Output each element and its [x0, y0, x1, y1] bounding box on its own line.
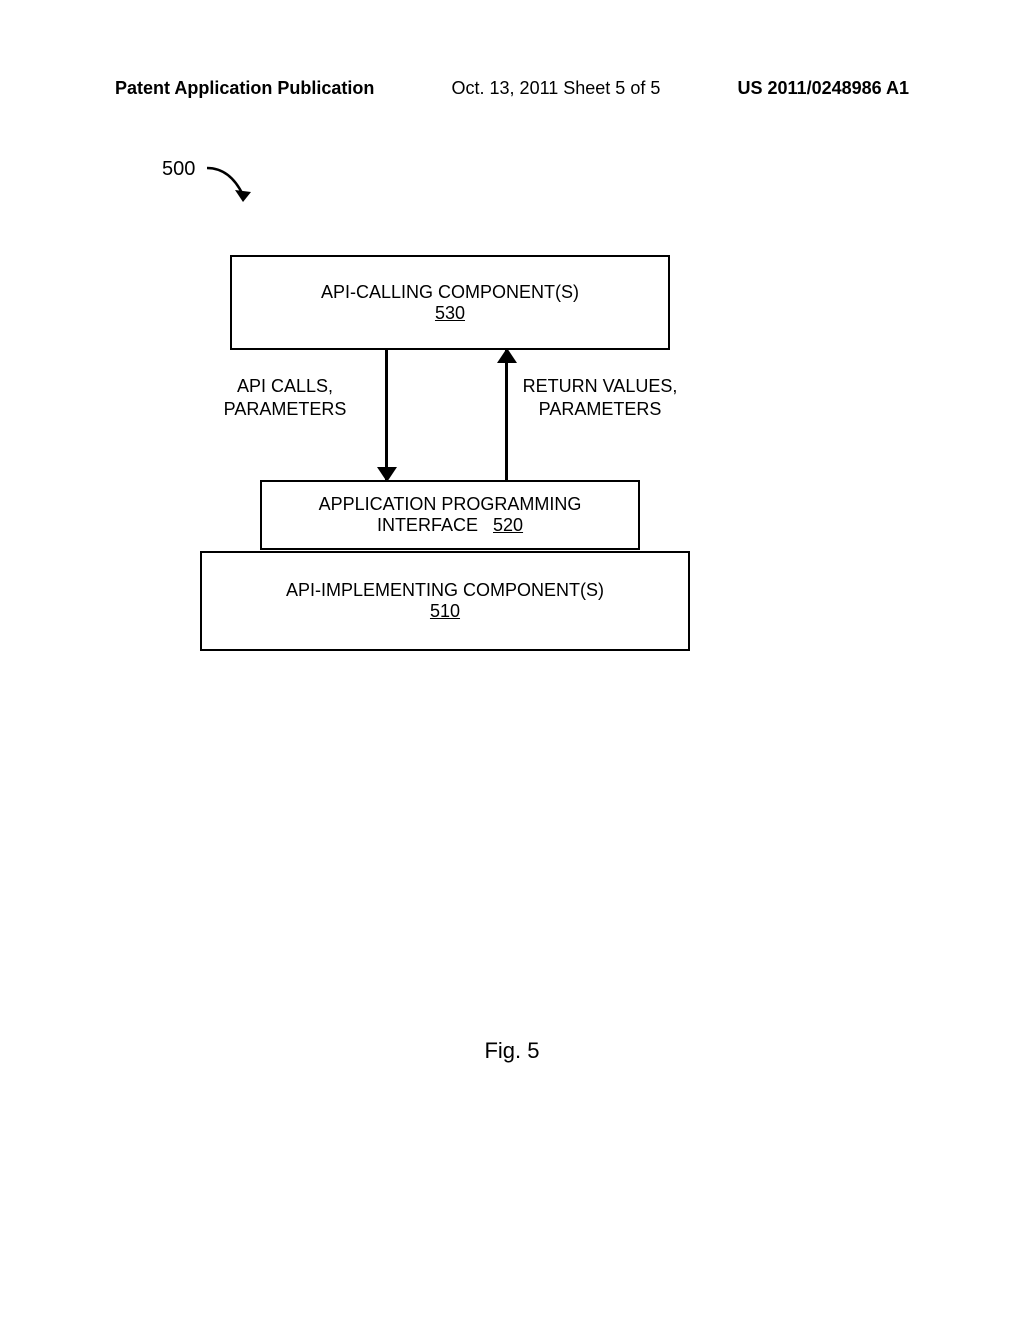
header-left: Patent Application Publication [115, 78, 374, 99]
reference-number-label: 500 [162, 158, 195, 181]
label-line: RETURN VALUES, [490, 375, 710, 398]
return-values-label: RETURN VALUES, PARAMETERS [490, 375, 710, 420]
box-number: 520 [493, 515, 523, 535]
box-title-line: APPLICATION PROGRAMMING [319, 494, 582, 515]
page-header: Patent Application Publication Oct. 13, … [115, 78, 909, 99]
label-line: PARAMETERS [190, 398, 380, 421]
box-title: API-CALLING COMPONENT(S) [321, 282, 579, 303]
arrow-down-line [385, 350, 388, 480]
box-number: 530 [435, 303, 465, 324]
label-line: API CALLS, [190, 375, 380, 398]
api-calls-label: API CALLS, PARAMETERS [190, 375, 380, 420]
header-right: US 2011/0248986 A1 [738, 78, 909, 99]
header-center: Oct. 13, 2011 Sheet 5 of 5 [452, 78, 661, 99]
api-interface-box: APPLICATION PROGRAMMING INTERFACE 520 [260, 480, 640, 550]
title-part: INTERFACE [377, 515, 478, 535]
figure-label: Fig. 5 [0, 1038, 1024, 1064]
api-implementing-component-box: API-IMPLEMENTING COMPONENT(S) 510 [200, 551, 690, 651]
box-title-line2: INTERFACE 520 [377, 515, 523, 536]
arrow-up-head-icon [497, 348, 517, 363]
label-line: PARAMETERS [490, 398, 710, 421]
box-title: API-IMPLEMENTING COMPONENT(S) [286, 580, 604, 601]
reference-arrow-icon [205, 160, 265, 210]
api-calling-component-box: API-CALLING COMPONENT(S) 530 [230, 255, 670, 350]
box-number: 510 [430, 601, 460, 622]
